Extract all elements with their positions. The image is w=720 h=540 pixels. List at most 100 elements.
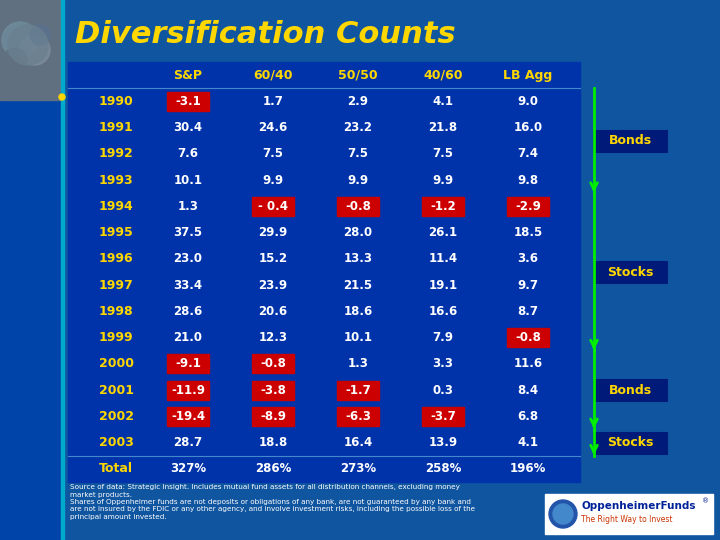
- Text: 7.6: 7.6: [178, 147, 199, 160]
- Text: 60/40: 60/40: [253, 69, 293, 82]
- Text: 1990: 1990: [99, 95, 133, 108]
- Bar: [252, 381, 294, 400]
- Text: 37.5: 37.5: [174, 226, 202, 239]
- Bar: [594, 433, 666, 453]
- Text: 8.4: 8.4: [518, 383, 539, 396]
- Circle shape: [59, 94, 65, 100]
- Text: 24.6: 24.6: [258, 121, 287, 134]
- Bar: [167, 381, 209, 400]
- Text: 23.9: 23.9: [258, 279, 287, 292]
- Text: 2.9: 2.9: [348, 95, 369, 108]
- Bar: [422, 197, 464, 216]
- Text: 9.0: 9.0: [518, 95, 539, 108]
- Bar: [594, 131, 666, 151]
- Text: 18.5: 18.5: [513, 226, 543, 239]
- Text: 29.9: 29.9: [258, 226, 287, 239]
- Bar: [545, 494, 713, 534]
- Text: 4.1: 4.1: [518, 436, 539, 449]
- Text: 3.3: 3.3: [433, 357, 454, 370]
- Text: 30.4: 30.4: [174, 121, 202, 134]
- Text: 1995: 1995: [99, 226, 133, 239]
- Text: 4.1: 4.1: [433, 95, 454, 108]
- Bar: [61, 0, 64, 540]
- Text: 28.6: 28.6: [174, 305, 202, 318]
- Text: 8.7: 8.7: [518, 305, 539, 318]
- Text: 50/50: 50/50: [338, 69, 378, 82]
- Text: 23.0: 23.0: [174, 252, 202, 265]
- Text: Bonds: Bonds: [608, 383, 652, 396]
- Text: -0.8: -0.8: [345, 200, 371, 213]
- Bar: [167, 354, 209, 373]
- Text: 9.9: 9.9: [262, 174, 284, 187]
- Circle shape: [549, 500, 577, 528]
- Text: -9.1: -9.1: [175, 357, 201, 370]
- Text: 21.8: 21.8: [428, 121, 458, 134]
- Text: 286%: 286%: [255, 462, 291, 475]
- Text: 28.0: 28.0: [343, 226, 372, 239]
- Text: -3.8: -3.8: [260, 383, 286, 396]
- Circle shape: [30, 25, 50, 45]
- Text: OppenheimerFunds: OppenheimerFunds: [581, 501, 696, 511]
- Text: 18.8: 18.8: [258, 436, 287, 449]
- Text: 1997: 1997: [99, 279, 133, 292]
- Text: 7.5: 7.5: [348, 147, 369, 160]
- Text: 9.7: 9.7: [518, 279, 539, 292]
- Text: 33.4: 33.4: [174, 279, 202, 292]
- Text: 28.7: 28.7: [174, 436, 202, 449]
- Text: - 0.4: - 0.4: [258, 200, 288, 213]
- Text: 26.1: 26.1: [428, 226, 458, 239]
- Text: 15.2: 15.2: [258, 252, 287, 265]
- Text: -6.3: -6.3: [345, 410, 371, 423]
- Text: -0.8: -0.8: [260, 357, 286, 370]
- Text: 12.3: 12.3: [258, 331, 287, 344]
- Text: 2002: 2002: [99, 410, 133, 423]
- Text: 21.0: 21.0: [174, 331, 202, 344]
- Text: 18.6: 18.6: [343, 305, 373, 318]
- Text: 1.7: 1.7: [263, 95, 284, 108]
- Text: -19.4: -19.4: [171, 410, 205, 423]
- Text: 16.6: 16.6: [428, 305, 458, 318]
- Text: 2000: 2000: [99, 357, 133, 370]
- Bar: [252, 407, 294, 426]
- Text: 2003: 2003: [99, 436, 133, 449]
- Text: 1.3: 1.3: [348, 357, 369, 370]
- Text: 0.3: 0.3: [433, 383, 454, 396]
- Text: 20.6: 20.6: [258, 305, 287, 318]
- Text: 13.3: 13.3: [343, 252, 372, 265]
- Text: 9.9: 9.9: [348, 174, 369, 187]
- Bar: [422, 407, 464, 426]
- Text: 1.3: 1.3: [178, 200, 199, 213]
- Text: Stocks: Stocks: [607, 266, 653, 279]
- Text: -3.1: -3.1: [175, 95, 201, 108]
- Bar: [594, 262, 666, 282]
- Bar: [167, 407, 209, 426]
- Bar: [507, 328, 549, 347]
- Text: 1998: 1998: [99, 305, 133, 318]
- Text: 327%: 327%: [170, 462, 206, 475]
- Text: 3.6: 3.6: [518, 252, 539, 265]
- Bar: [337, 197, 379, 216]
- Text: -3.7: -3.7: [430, 410, 456, 423]
- Text: 10.1: 10.1: [174, 174, 202, 187]
- Text: 16.0: 16.0: [513, 121, 543, 134]
- Text: 6.8: 6.8: [518, 410, 539, 423]
- Text: -1.7: -1.7: [345, 383, 371, 396]
- Circle shape: [8, 25, 48, 65]
- Circle shape: [20, 35, 50, 65]
- Text: 7.4: 7.4: [518, 147, 539, 160]
- Text: Source of data: Strategic Insight. Includes mutual fund assets for all distribut: Source of data: Strategic Insight. Inclu…: [70, 484, 475, 520]
- Text: -1.2: -1.2: [430, 200, 456, 213]
- Bar: [594, 380, 666, 400]
- Text: Total: Total: [99, 462, 133, 475]
- Text: 196%: 196%: [510, 462, 546, 475]
- Text: 10.1: 10.1: [343, 331, 372, 344]
- Text: The Right Way to Invest: The Right Way to Invest: [581, 515, 672, 523]
- Circle shape: [3, 48, 27, 72]
- Text: 7.5: 7.5: [263, 147, 284, 160]
- Text: 1994: 1994: [99, 200, 133, 213]
- Text: 21.5: 21.5: [343, 279, 372, 292]
- Text: Bonds: Bonds: [608, 134, 652, 147]
- Circle shape: [2, 22, 38, 58]
- Bar: [68, 62, 580, 482]
- Text: -2.9: -2.9: [515, 200, 541, 213]
